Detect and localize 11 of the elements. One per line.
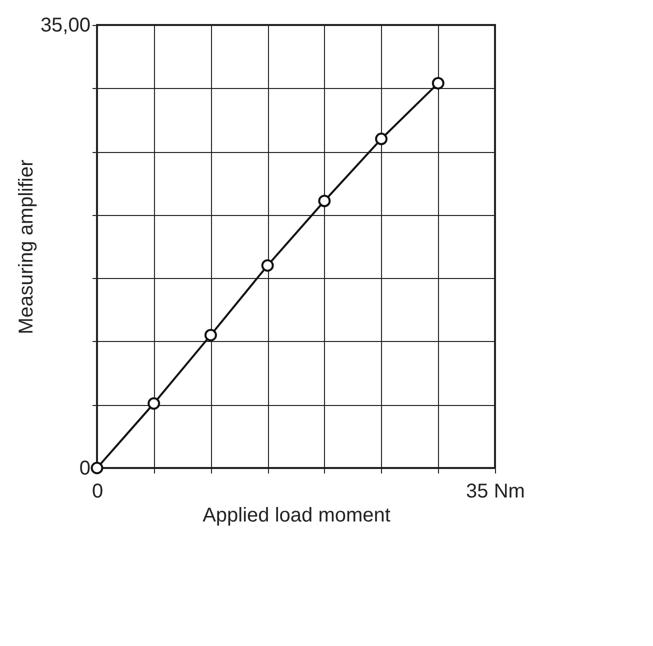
x-axis-title: Applied load moment [202, 504, 391, 526]
point [432, 76, 444, 90]
point [261, 259, 274, 272]
point [90, 462, 104, 474]
x-tick-label: 35 Nm [466, 480, 525, 502]
point [204, 328, 217, 342]
y-tick-label: 35,00 [40, 14, 90, 36]
point [148, 397, 160, 410]
point [375, 132, 388, 146]
point [318, 194, 331, 208]
y-axis-title: Measuring amplifier [15, 159, 38, 334]
